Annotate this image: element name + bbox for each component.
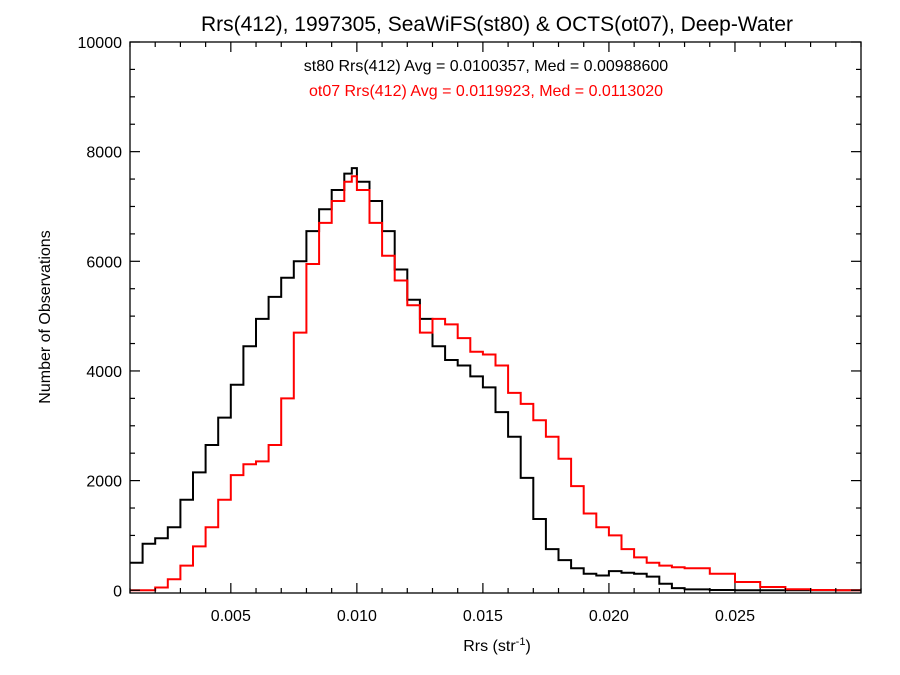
x-tick-label: 0.020	[589, 608, 629, 625]
y-tick-label: 8000	[86, 145, 122, 162]
annotation-ot07: ot07 Rrs(412) Avg = 0.0119923, Med = 0.0…	[309, 83, 663, 100]
plot-frame	[129, 41, 862, 594]
y-tick-label: 6000	[86, 254, 122, 271]
y-tick-label: 10000	[78, 35, 123, 52]
x-tick-label: 0.005	[211, 608, 251, 625]
annotation-st80: st80 Rrs(412) Avg = 0.0100357, Med = 0.0…	[304, 58, 669, 75]
y-tick-label: 4000	[86, 364, 122, 381]
series-layer	[130, 167, 861, 592]
chart-title: Rrs(412), 1997305, SeaWiFS(st80) & OCTS(…	[201, 13, 793, 36]
y-tick-label: 2000	[86, 474, 122, 491]
x-axis-label: Rrs (str-1)	[463, 636, 531, 655]
y-axis-label: Number of Observations	[37, 230, 54, 403]
x-tick-label: 0.015	[463, 608, 503, 625]
series-line-1	[130, 175, 861, 592]
x-tick-label: 0.010	[337, 608, 377, 625]
y-tick-label: 0	[113, 583, 122, 600]
ticks-layer: 0.005 0.010 0.015 0.020 0.025 0 2000 4000 6000 80…	[78, 35, 862, 625]
series-line-0	[130, 167, 861, 592]
x-tick-label: 0.025	[715, 608, 755, 625]
